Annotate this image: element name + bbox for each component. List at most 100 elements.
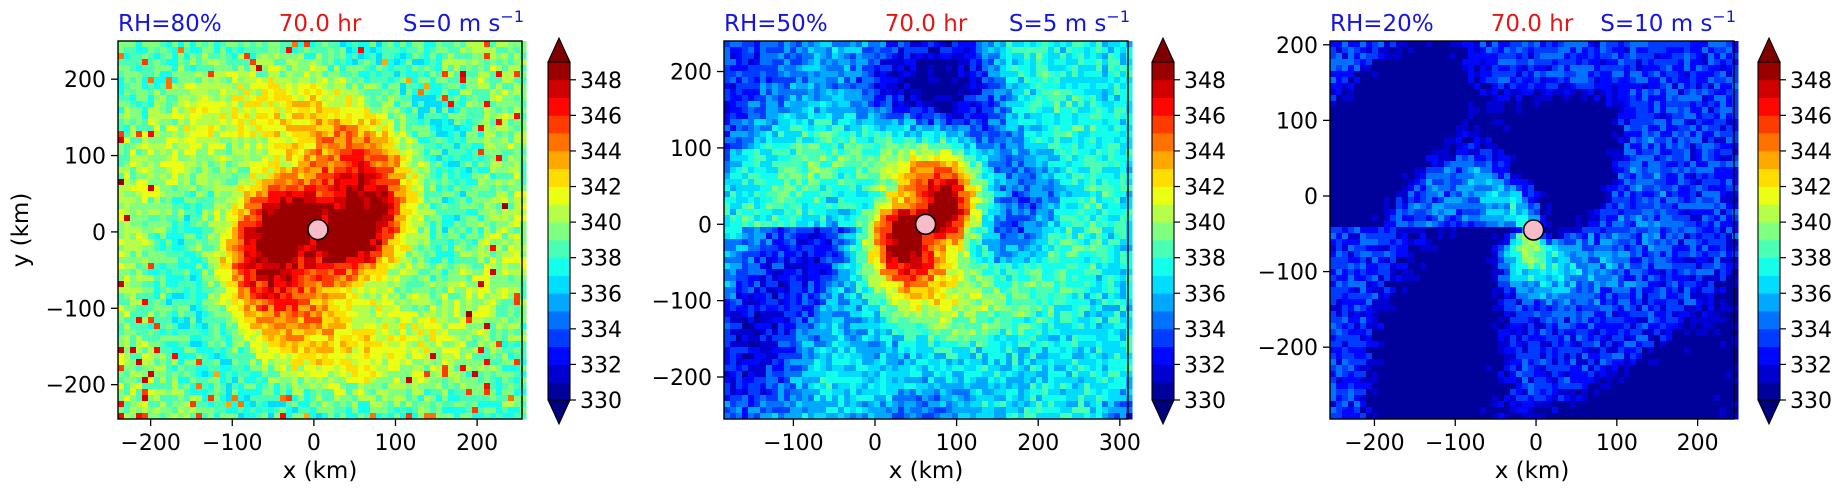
- heatmap-cell: [394, 221, 401, 228]
- heatmap-cell: [910, 41, 917, 48]
- heatmap-cell: [394, 365, 401, 372]
- heatmap-cell: [214, 185, 221, 192]
- heatmap-cell: [118, 143, 125, 150]
- heatmap-cell: [232, 167, 239, 174]
- heatmap-cell: [256, 275, 263, 282]
- heatmap-cell: [274, 359, 281, 366]
- heatmap-cell: [514, 107, 521, 114]
- heatmap-cell: [142, 209, 149, 216]
- heatmap-cell: [406, 269, 413, 276]
- heatmap-cell: [166, 245, 173, 252]
- heatmap-cell: [412, 47, 419, 54]
- heatmap-cell: [136, 131, 143, 138]
- heatmap-cell: [418, 167, 425, 174]
- heatmap-cell: [256, 173, 263, 180]
- heatmap-cell: [454, 113, 461, 120]
- heatmap-cell: [124, 389, 131, 396]
- heatmap-cell: [328, 89, 335, 96]
- heatmap-cell: [154, 383, 161, 390]
- heatmap-cell: [274, 71, 281, 78]
- heatmap-cell: [460, 347, 467, 354]
- heatmap-cell: [514, 383, 521, 390]
- heatmap-cell: [322, 77, 329, 84]
- heatmap-cell: [400, 203, 407, 210]
- heatmap-cell: [406, 239, 413, 246]
- heatmap-cell: [412, 233, 419, 240]
- heatmap-cell: [886, 77, 893, 84]
- heatmap-cell: [304, 311, 311, 318]
- heatmap-cell: [202, 77, 209, 84]
- heatmap-cell: [172, 299, 179, 306]
- heatmap-cell: [160, 149, 167, 156]
- storm-center-marker: [307, 218, 329, 241]
- heatmap-cell: [988, 65, 995, 72]
- heatmap-cell: [238, 167, 245, 174]
- heatmap-cell: [166, 305, 173, 312]
- heatmap-cell: [466, 227, 473, 234]
- heatmap-cell: [754, 83, 761, 90]
- heatmap-cell: [250, 407, 257, 414]
- heatmap-cell: [430, 149, 437, 156]
- heatmap-cell: [220, 359, 227, 366]
- heatmap-cell: [340, 119, 347, 126]
- heatmap-cell: [154, 389, 161, 396]
- heatmap-cell: [226, 341, 233, 348]
- heatmap-cell: [1120, 47, 1127, 54]
- heatmap-cell: [442, 305, 449, 312]
- heatmap-cell: [352, 149, 359, 156]
- heatmap-cell: [172, 221, 179, 228]
- heatmap-cell: [334, 155, 341, 162]
- heatmap-cell: [142, 65, 149, 72]
- heatmap-cell: [514, 263, 521, 270]
- heatmap-cell: [436, 119, 443, 126]
- heatmap-cell: [490, 389, 497, 396]
- heatmap-cell: [184, 131, 191, 138]
- heatmap-cell: [298, 329, 305, 336]
- heatmap-cell: [388, 365, 395, 372]
- heatmap-cell: [472, 65, 479, 72]
- heatmap-cell: [334, 233, 341, 240]
- heatmap-cell: [292, 359, 299, 366]
- heatmap-cell: [316, 263, 323, 270]
- heatmap-cell: [370, 149, 377, 156]
- heatmap-cell: [418, 383, 425, 390]
- heatmap-cell: [490, 119, 497, 126]
- heatmap-cell: [196, 83, 203, 90]
- heatmap-cell: [874, 89, 881, 96]
- heatmap-cell: [286, 329, 293, 336]
- heatmap-cell: [298, 185, 305, 192]
- heatmap-cell: [172, 77, 179, 84]
- heatmap-cell: [472, 113, 479, 120]
- heatmap-cell: [220, 149, 227, 156]
- heatmap-cell: [154, 191, 161, 198]
- heatmap-cell: [520, 377, 527, 384]
- heatmap-cell: [322, 407, 329, 414]
- heatmap-cell: [148, 305, 155, 312]
- heatmap-cell: [496, 125, 503, 132]
- heatmap-cell: [826, 53, 833, 60]
- heatmap-cell: [196, 281, 203, 288]
- heatmap-cell: [136, 407, 143, 414]
- heatmap-cell: [976, 47, 983, 54]
- heatmap-cell: [238, 149, 245, 156]
- heatmap-cell: [490, 65, 497, 72]
- heatmap-cell: [424, 101, 431, 108]
- heatmap-cell: [310, 281, 317, 288]
- heatmap-cell: [310, 329, 317, 336]
- heatmap-cell: [508, 371, 515, 378]
- heatmap-cell: [130, 299, 137, 306]
- heatmap-cell: [880, 95, 887, 102]
- heatmap-cell: [292, 323, 299, 330]
- heatmap-cell: [448, 395, 455, 402]
- heatmap-cell: [346, 149, 353, 156]
- heatmap-cell: [490, 341, 497, 348]
- heatmap-cell: [412, 269, 419, 276]
- heatmap-cell: [502, 311, 509, 318]
- heatmap-cell: [382, 197, 389, 204]
- heatmap-cell: [190, 125, 197, 132]
- heatmap-cell: [280, 329, 287, 336]
- heatmap-cell: [766, 59, 773, 66]
- heatmap-cell: [820, 59, 827, 66]
- heatmap-cell: [172, 383, 179, 390]
- heatmap-cell: [454, 269, 461, 276]
